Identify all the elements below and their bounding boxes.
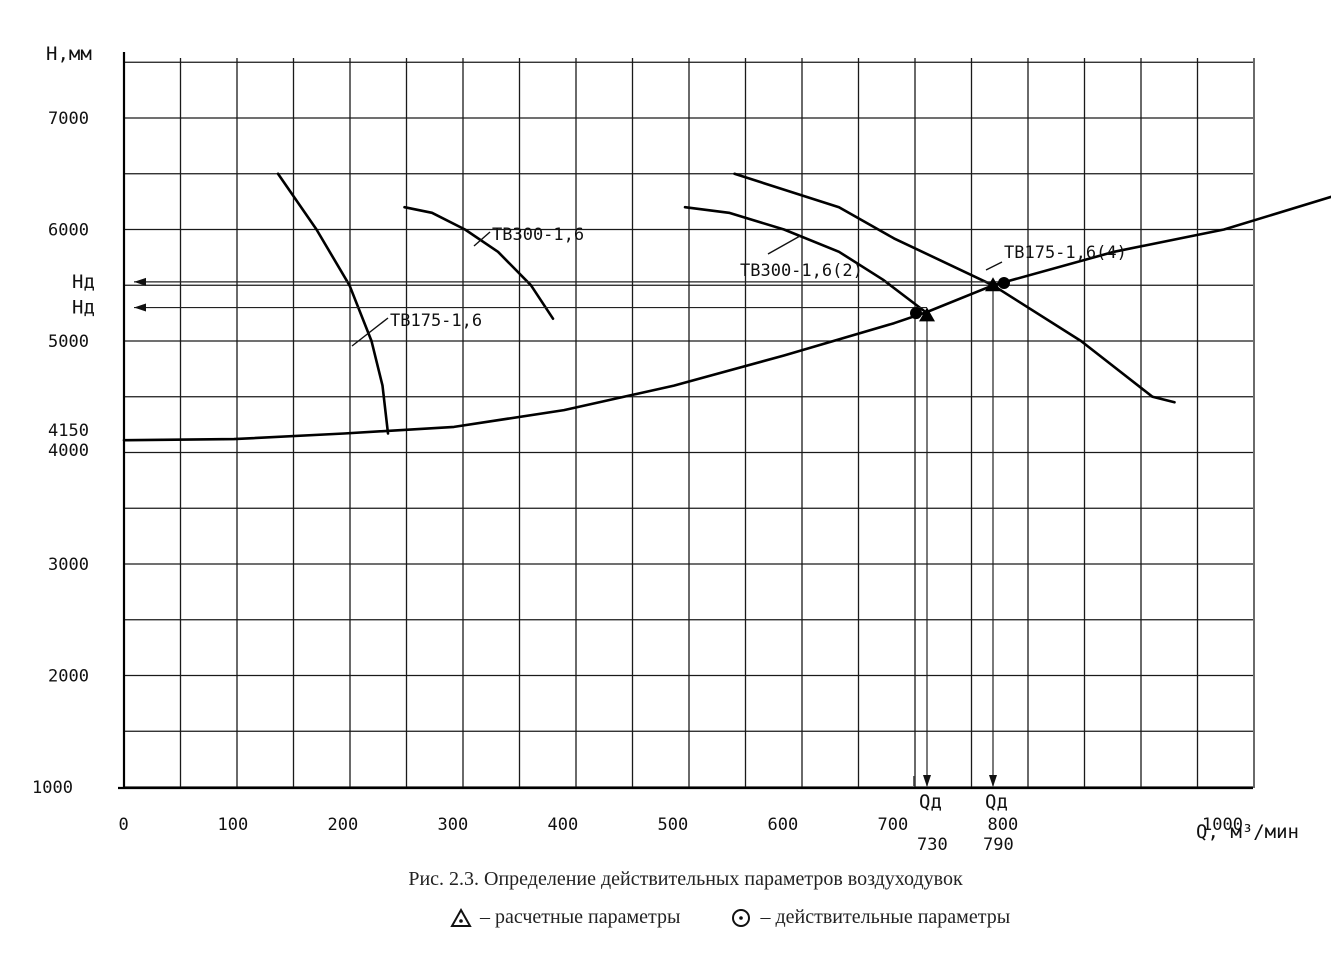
axes [118,52,1253,790]
series-label-2: ТВ300-1,6 [492,225,584,245]
x-tick-label: 800 [988,815,1019,835]
x-tick-label: 790 [983,835,1014,855]
series-label-leader [473,231,491,247]
x-tick-label: 600 [768,815,799,835]
x-tick-label: 500 [658,815,689,835]
y-tick-label: 4000 [48,441,89,461]
x-tick-label: 100 [218,815,249,835]
y-tick-label: 5000 [48,332,89,352]
series-label-leader [767,235,801,255]
y-tick-label: 1000 [32,778,73,798]
series-line-2 [403,205,555,321]
series-label-leader [985,261,1003,271]
x-tick-label: 730 [917,835,948,855]
series-label-leader [351,317,389,347]
series-label-4: ТВ175-1,6(4) [1004,243,1127,263]
legend-actual-label: – действительные параметры [760,906,1011,928]
x-axis-label: Q, м³/мин [1196,821,1299,843]
series-line-4 [733,172,1176,404]
h-guide-label: Hд [72,297,95,319]
x-tick-label: 0 [119,815,129,835]
y-tick-label: 7000 [48,109,89,129]
series-line-5 [122,195,1331,442]
q-guide-arrowhead [989,775,997,787]
y-tick-label: 4150 [48,421,89,441]
design-point-marker [919,307,935,322]
triangle-dot-icon [450,907,472,927]
grid [123,58,1255,788]
actual-point-marker [910,307,922,320]
legend: – расчетные параметры – действительные п… [450,906,1010,929]
y-tick-label: 2000 [48,667,89,687]
series-label-1: ТВ175-1,6 [390,311,482,331]
tick-labels: 0 100 200 300 400 500 600 700 800 1000 730 790 1000 2… [32,109,1243,855]
series-line-1 [276,172,390,435]
y-tick-label: 6000 [48,221,89,241]
q-guide-label: Qд [919,791,942,813]
q-guide-arrowhead [923,775,931,787]
x-tick-label: 1000 [1202,815,1243,835]
x-tick-label: 400 [548,815,579,835]
h-guide-arrowhead [134,303,146,312]
q-guide-label: Qд [985,791,1008,813]
y-tick-label: 3000 [48,555,89,575]
actual-point-marker [998,277,1010,290]
legend-design-label: – расчетные параметры [480,906,681,928]
design-point-marker [985,277,1001,292]
series-line-3 [683,205,929,315]
x-tick-label: 700 [878,815,909,835]
series-label-3: ТВ300-1,6(2) [740,261,863,281]
h-guide-arrowhead [134,277,146,286]
y-axis-label: H,мм [46,43,92,65]
series-labels: ТВ175-1,6 ТВ300-1,6 ТВ300-1,6(2) ТВ175-1,6(… [351,225,1127,347]
series-group [122,172,1331,442]
circle-dot-icon [732,908,751,927]
h-guide-label: Hд [72,271,95,293]
x-tick-label: 200 [328,815,359,835]
guide-lines: Hд Hд Qд Qд [72,271,1010,813]
figure-caption: Рис. 2.3. Определение действительных пар… [408,868,963,890]
x-tick-label: 300 [438,815,469,835]
